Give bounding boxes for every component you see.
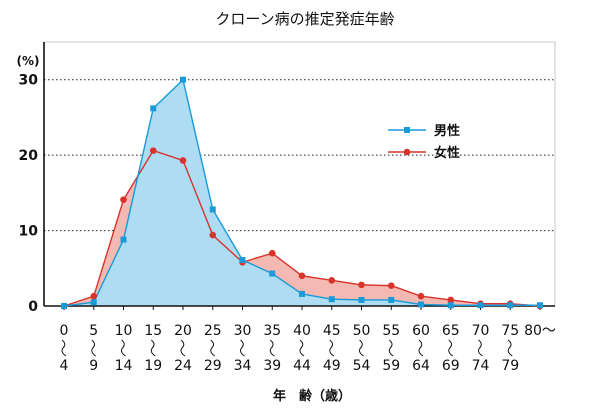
female-data-point [387, 282, 395, 289]
range-tilde [91, 339, 97, 357]
x-tick-label-end: 39 [263, 358, 281, 374]
male-data-point [120, 236, 127, 243]
male-data-point [90, 299, 97, 306]
x-tick-label: 25 [204, 323, 222, 339]
range-tilde [448, 339, 454, 357]
x-tick-label-end: 4 [60, 358, 69, 374]
male-data-point [477, 302, 484, 309]
female-data-point [447, 296, 455, 304]
x-tick-label: 35 [263, 323, 281, 339]
x-tick-label: 80〜 [524, 323, 556, 339]
female-data-point [179, 157, 187, 164]
male-data-point [507, 302, 514, 309]
x-tick-label: 5 [89, 323, 98, 339]
range-tilde [418, 339, 424, 357]
x-tick-label: 55 [382, 323, 400, 339]
y-tick-label: 10 [19, 224, 39, 240]
female-data-point [328, 277, 336, 284]
x-tick-label: 10 [115, 323, 133, 339]
female-data-point [298, 272, 306, 280]
y-axis-unit-label: (%) [17, 54, 40, 68]
range-tilde [507, 339, 513, 357]
male-data-point [269, 270, 276, 277]
male-data-point [328, 296, 335, 303]
range-tilde [121, 339, 126, 357]
x-tick-label-end: 24 [174, 358, 192, 374]
range-tilde [180, 339, 186, 357]
x-tick-label: 15 [144, 323, 162, 339]
range-tilde [388, 339, 394, 357]
male-data-point [299, 290, 305, 297]
female-data-point [417, 292, 425, 300]
male-data-point [447, 302, 454, 309]
y-tick-label: 30 [19, 73, 39, 89]
x-tick-label: 75 [501, 323, 519, 339]
male-data-point [388, 296, 395, 303]
range-tilde [210, 339, 216, 357]
y-tick-labels: 0 10 20 30 [19, 73, 39, 315]
x-tick-label-end: 29 [204, 358, 222, 374]
x-tick-label: 40 [293, 323, 311, 339]
legend-label-female: 女性 [434, 145, 460, 161]
legend-marker-male [404, 127, 410, 133]
chart-title: クローン病の推定発症年齢 [215, 10, 394, 28]
range-tilde [150, 339, 156, 357]
female-data-point [90, 292, 98, 300]
female-data-point [209, 231, 217, 239]
x-tick-label-end: 44 [293, 358, 311, 374]
x-tick-label: 50 [353, 323, 371, 339]
x-tick-label: 0 [60, 323, 69, 339]
female-data-point [120, 196, 127, 203]
y-tick-label: 20 [19, 148, 39, 164]
range-tilde [240, 339, 245, 357]
x-tick-label-end: 69 [442, 358, 460, 374]
male-data-point [180, 76, 186, 83]
series-markers [60, 76, 544, 310]
x-tick-label: 30 [234, 323, 252, 339]
male-data-point [209, 206, 216, 213]
range-tilde [269, 339, 275, 357]
x-tick-label-end: 64 [412, 358, 430, 374]
range-tilde [299, 339, 305, 357]
y-tick-label: 0 [28, 299, 38, 315]
male-data-point [150, 105, 157, 112]
x-tick-label-end: 34 [234, 358, 252, 374]
male-data-point [418, 301, 424, 308]
x-tick-labels: 0459101415192024252930343539404445495054… [60, 323, 556, 374]
x-tick-label-end: 9 [89, 358, 98, 374]
axes [43, 42, 555, 310]
range-tilde [359, 339, 364, 357]
male-data-point [239, 256, 246, 263]
male-data-point [358, 296, 365, 303]
male-series-area [64, 79, 540, 306]
x-tick-label-end: 14 [115, 358, 133, 374]
male-data-point [61, 303, 67, 309]
range-tilde [61, 339, 67, 357]
female-data-point [149, 147, 157, 154]
female-data-point [268, 249, 276, 257]
x-tick-label: 20 [174, 323, 192, 339]
x-tick-label-end: 49 [323, 358, 341, 374]
x-tick-label-end: 74 [472, 358, 490, 374]
male-data-point [537, 302, 543, 309]
legend-marker-female [403, 148, 411, 156]
range-tilde [478, 339, 483, 357]
x-tick-label-end: 59 [382, 358, 400, 374]
x-tick-label-end: 19 [144, 358, 162, 374]
x-tick-label: 45 [323, 323, 341, 339]
male-area-fill [64, 79, 540, 306]
legend-label-male: 男性 [434, 123, 460, 139]
x-tick-label: 70 [472, 323, 490, 339]
range-tilde [329, 339, 335, 357]
x-axis-label: 年 齢（歳） [273, 388, 351, 404]
x-tick-label: 60 [412, 323, 430, 339]
x-tick-label-end: 54 [353, 358, 371, 374]
x-tick-label-end: 79 [501, 358, 519, 374]
female-data-point [358, 281, 365, 289]
x-tick-label: 65 [442, 323, 460, 339]
